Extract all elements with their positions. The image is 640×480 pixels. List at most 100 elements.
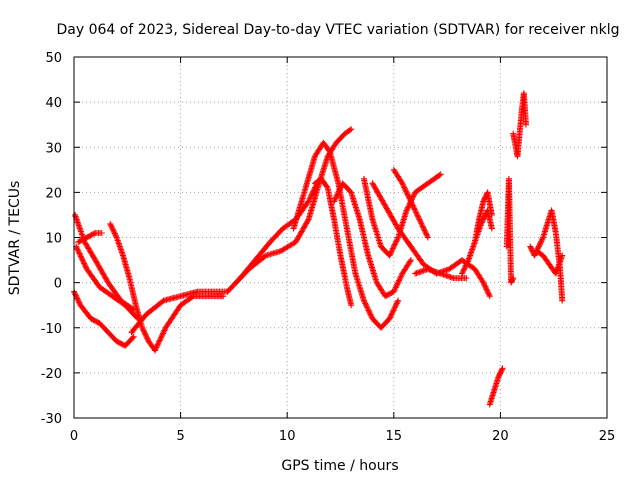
data-point bbox=[387, 314, 394, 321]
data-point bbox=[110, 227, 117, 234]
data-point bbox=[388, 311, 395, 318]
data-point bbox=[366, 310, 373, 317]
data-point bbox=[74, 296, 81, 303]
data-point bbox=[158, 333, 165, 340]
data-point bbox=[361, 299, 368, 306]
data-point bbox=[484, 289, 491, 296]
data-point bbox=[393, 283, 400, 290]
data-point bbox=[156, 337, 163, 344]
data-point bbox=[365, 307, 372, 314]
data-point bbox=[499, 365, 506, 372]
y-tick-label: -20 bbox=[41, 367, 62, 382]
data-point bbox=[75, 249, 82, 256]
data-point bbox=[498, 367, 505, 374]
data-point bbox=[73, 244, 80, 251]
data-point bbox=[460, 267, 467, 274]
data-point bbox=[108, 223, 115, 230]
data-point bbox=[411, 205, 418, 212]
data-point bbox=[308, 191, 315, 198]
x-tick-label: 10 bbox=[279, 429, 296, 444]
data-point bbox=[417, 219, 424, 226]
data-point bbox=[72, 291, 79, 298]
data-point bbox=[143, 334, 150, 341]
data-point bbox=[392, 240, 399, 247]
data-point bbox=[404, 191, 411, 198]
data-point bbox=[392, 285, 399, 292]
series-track-15 bbox=[390, 166, 431, 241]
data-point bbox=[414, 212, 421, 219]
series-track-12 bbox=[331, 180, 414, 300]
data-point bbox=[421, 227, 428, 234]
data-point bbox=[337, 184, 344, 191]
data-point bbox=[391, 242, 398, 249]
data-point bbox=[346, 127, 353, 134]
data-point bbox=[368, 312, 375, 319]
data-points bbox=[71, 90, 566, 408]
data-point bbox=[495, 373, 502, 380]
data-point bbox=[333, 194, 340, 201]
data-point bbox=[77, 253, 84, 260]
data-point bbox=[399, 181, 406, 188]
data-point bbox=[392, 303, 399, 310]
data-point bbox=[113, 233, 119, 240]
data-point bbox=[79, 257, 86, 264]
data-point bbox=[528, 246, 535, 253]
data-point bbox=[463, 261, 470, 268]
data-point bbox=[142, 331, 149, 338]
grid-lines bbox=[74, 57, 607, 418]
data-point bbox=[536, 242, 543, 249]
data-point bbox=[498, 366, 505, 373]
data-point bbox=[531, 252, 538, 259]
data-point bbox=[482, 285, 489, 292]
data-point bbox=[482, 212, 489, 219]
data-point bbox=[396, 277, 403, 284]
data-point bbox=[401, 184, 408, 191]
x-tick-label: 0 bbox=[70, 429, 78, 444]
data-point bbox=[323, 183, 330, 190]
data-point bbox=[331, 197, 338, 204]
data-point bbox=[535, 243, 542, 250]
series-track-4 bbox=[75, 229, 105, 246]
data-point bbox=[363, 303, 370, 310]
data-point bbox=[464, 259, 471, 266]
data-point bbox=[412, 208, 419, 215]
data-point bbox=[362, 300, 369, 307]
data-point bbox=[156, 338, 163, 345]
data-point bbox=[334, 191, 341, 198]
data-point bbox=[402, 187, 409, 194]
data-point bbox=[153, 344, 160, 351]
data-point bbox=[413, 210, 420, 217]
data-point bbox=[423, 231, 430, 238]
data-point bbox=[157, 336, 164, 343]
data-point bbox=[107, 222, 114, 229]
data-point bbox=[403, 190, 410, 197]
data-point bbox=[78, 254, 85, 261]
data-point bbox=[161, 327, 168, 334]
data-point bbox=[488, 211, 495, 218]
data-point bbox=[82, 263, 89, 270]
data-point bbox=[388, 248, 395, 255]
data-point bbox=[422, 230, 429, 237]
data-point bbox=[129, 334, 136, 341]
data-point bbox=[459, 269, 466, 276]
data-point bbox=[415, 215, 422, 222]
data-point bbox=[462, 263, 469, 270]
data-point bbox=[407, 197, 414, 204]
data-point bbox=[416, 216, 423, 223]
data-point bbox=[538, 237, 545, 244]
data-point bbox=[481, 282, 488, 289]
data-point bbox=[304, 217, 311, 224]
data-point bbox=[306, 197, 313, 204]
data-point bbox=[154, 341, 161, 348]
y-tick-label: -30 bbox=[41, 412, 62, 427]
chart-title: Day 064 of 2023, Sidereal Day-to-day VTE… bbox=[57, 22, 620, 38]
data-point bbox=[481, 214, 488, 221]
data-point bbox=[436, 172, 443, 179]
data-point bbox=[497, 370, 504, 377]
data-point bbox=[419, 223, 426, 230]
data-point bbox=[387, 312, 394, 319]
data-point bbox=[391, 304, 398, 311]
data-point bbox=[464, 258, 471, 265]
data-point bbox=[482, 283, 489, 290]
data-point bbox=[155, 340, 162, 347]
